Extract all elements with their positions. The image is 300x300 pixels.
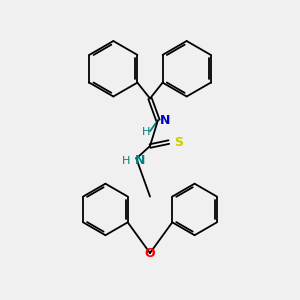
Text: S: S bbox=[174, 136, 183, 148]
Text: H: H bbox=[142, 127, 150, 137]
Text: H: H bbox=[122, 156, 130, 166]
Text: O: O bbox=[145, 247, 155, 260]
Text: N: N bbox=[135, 154, 146, 167]
Text: N: N bbox=[160, 114, 170, 127]
